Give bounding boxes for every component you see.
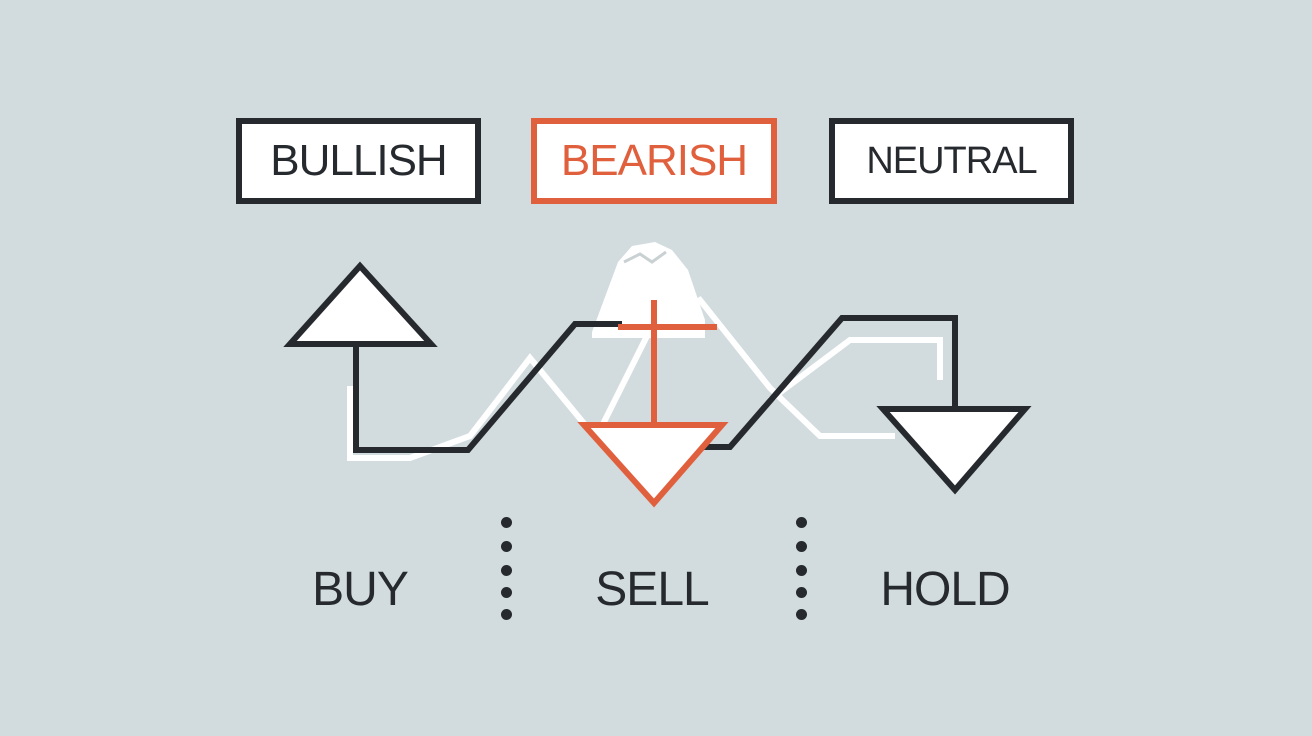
bullish-label-box: BULLISH — [236, 118, 481, 204]
bearish-label-box: BEARISH — [531, 118, 777, 204]
separator-dot — [501, 517, 512, 528]
sell-label: SELL — [595, 563, 709, 616]
bullish-label: BULLISH — [270, 136, 447, 185]
neutral-label: NEUTRAL — [866, 139, 1037, 182]
down-arrow-icon-neutral — [876, 406, 1032, 495]
separator-dot — [501, 587, 512, 598]
separator-dot — [501, 609, 512, 620]
neutral-label-box: NEUTRAL — [829, 118, 1074, 204]
bearish-label: BEARISH — [560, 136, 748, 185]
peak-ridge — [623, 250, 667, 264]
trend-line — [353, 321, 622, 453]
down-arrow-icon-bearish — [577, 422, 729, 508]
separator-dot — [796, 517, 807, 528]
separator-dot — [796, 609, 807, 620]
ghost-trend-line-right — [768, 337, 943, 403]
buy-label: BUY — [312, 563, 409, 616]
separator-dot — [796, 565, 807, 576]
separator-dot — [796, 587, 807, 598]
hold-label: HOLD — [880, 563, 1010, 616]
separator-dot — [501, 541, 512, 552]
peak-shape — [592, 242, 705, 338]
trend-line-right — [700, 315, 958, 450]
up-arrow-icon — [283, 261, 438, 347]
separator-dot — [501, 565, 512, 576]
separator-dot — [796, 541, 807, 552]
